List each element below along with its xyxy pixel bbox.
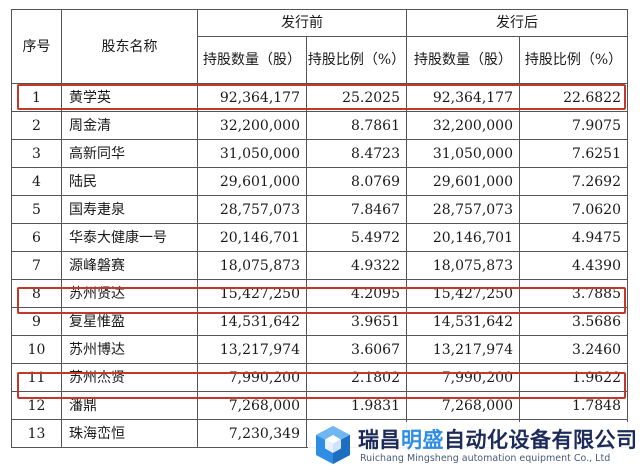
header-after-ratio: 持股比例（%） [519,36,628,84]
row-after-shares: 14,531,642 [406,307,520,336]
row-after-shares: 7,268,000 [406,391,520,420]
table-row: 1 黄学英 92,364,177 25.2025 92,364,177 22.6822 [11,83,628,112]
row-before-shares: 31,050,000 [197,139,307,168]
row-after-shares: 15,427,250 [406,279,520,308]
row-name: 周金清 [61,111,198,140]
watermark: 瑞昌明盛自动化设备有限公司 Ruichang Mingsheng automat… [308,422,640,472]
row-seq: 13 [11,419,62,448]
row-name: 华泰大健康一号 [61,223,198,252]
row-before-ratio: 8.4723 [306,139,407,168]
row-name: 珠海峦恒 [61,419,198,448]
header-seq: 序号 [11,9,62,84]
row-after-shares: 18,075,873 [406,251,520,280]
row-seq: 2 [11,111,62,140]
row-before-ratio: 5.4972 [306,223,407,252]
header-before-shares: 持股数量（股） [197,36,307,84]
header-before: 发行前 [197,9,407,37]
row-after-shares: 32,200,000 [406,111,520,140]
header-name: 股东名称 [61,9,198,84]
row-after-ratio: 7.6251 [519,139,628,168]
row-after-ratio: 3.7885 [519,279,628,308]
table-row: 6 华泰大健康一号 20,146,701 5.4972 20,146,701 4.9475 [11,223,628,252]
watermark-company-name: 瑞昌明盛自动化设备有限公司 [358,428,638,452]
row-seq: 7 [11,251,62,280]
table-row: 2 周金清 32,200,000 8.7861 32,200,000 7.9075 [11,111,628,140]
table-row: 7 源峰磐赛 18,075,873 4.9322 18,075,873 4.4390 [11,251,628,280]
row-name: 源峰磐赛 [61,251,198,280]
row-name: 国寿疌泉 [61,195,198,224]
row-name: 陆民 [61,167,198,196]
highlight-box-row-8 [17,287,626,314]
row-before-ratio: 4.2095 [306,279,407,308]
row-seq: 6 [11,223,62,252]
row-seq: 4 [11,167,62,196]
watermark-company-english: Ruichang Mingsheng automation equipment … [360,453,611,464]
row-after-shares: 29,601,000 [406,167,520,196]
row-before-shares: 14,531,642 [197,307,307,336]
row-before-shares: 18,075,873 [197,251,307,280]
header-before-ratio: 持股比例（%） [306,36,407,84]
highlight-box-row-11 [17,372,626,399]
shareholder-table: 序号 股东名称 发行前 发行后 持股数量（股） 持股比例（%） 持股数量（股） … [11,9,628,448]
row-before-ratio: 3.6067 [306,335,407,364]
row-seq: 8 [11,279,62,308]
cube-logo-icon [316,426,350,464]
row-before-shares: 13,217,974 [197,335,307,364]
table-row: 4 陆民 29,601,000 8.0769 29,601,000 7.2692 [11,167,628,196]
row-after-ratio: 1.7848 [519,391,628,420]
header-after-shares: 持股数量（股） [406,36,520,84]
table-row: 9 复星惟盈 14,531,642 3.9651 14,531,642 3.5686 [11,307,628,336]
table-row: 10 苏州博达 13,217,974 3.6067 13,217,974 3.2460 [11,335,628,364]
row-after-ratio: 7.0620 [519,195,628,224]
row-before-ratio: 4.9322 [306,251,407,280]
table-row: 5 国寿疌泉 28,757,073 7.8467 28,757,073 7.0620 [11,195,628,224]
row-after-shares: 28,757,073 [406,195,520,224]
row-before-shares: 29,601,000 [197,167,307,196]
row-before-ratio: 8.0769 [306,167,407,196]
table-row: 12 潘鼎 7,268,000 1.9831 7,268,000 1.7848 [11,391,628,420]
row-after-ratio: 7.9075 [519,111,628,140]
row-seq: 10 [11,335,62,364]
header-after: 发行后 [406,9,628,37]
row-name: 苏州博达 [61,335,198,364]
row-after-shares: 13,217,974 [406,335,520,364]
row-after-ratio: 3.2460 [519,335,628,364]
row-before-shares: 20,146,701 [197,223,307,252]
row-seq: 5 [11,195,62,224]
row-after-shares: 92,364,177 [406,83,520,112]
row-after-ratio: 7.2692 [519,167,628,196]
highlight-box-row-1 [17,84,626,110]
row-after-shares: 20,146,701 [406,223,520,252]
row-after-shares: 31,050,000 [406,139,520,168]
row-seq: 3 [11,139,62,168]
row-seq: 9 [11,307,62,336]
table-row: 3 高新同华 31,050,000 8.4723 31,050,000 7.6251 [11,139,628,168]
row-before-shares: 7,230,349 [197,419,307,448]
row-after-ratio: 4.9475 [519,223,628,252]
row-before-shares: 32,200,000 [197,111,307,140]
row-before-shares: 28,757,073 [197,195,307,224]
row-before-ratio: 8.7861 [306,111,407,140]
row-name: 高新同华 [61,139,198,168]
row-before-shares: 15,427,250 [197,279,307,308]
row-after-ratio: 4.4390 [519,251,628,280]
row-before-ratio: 7.8467 [306,195,407,224]
